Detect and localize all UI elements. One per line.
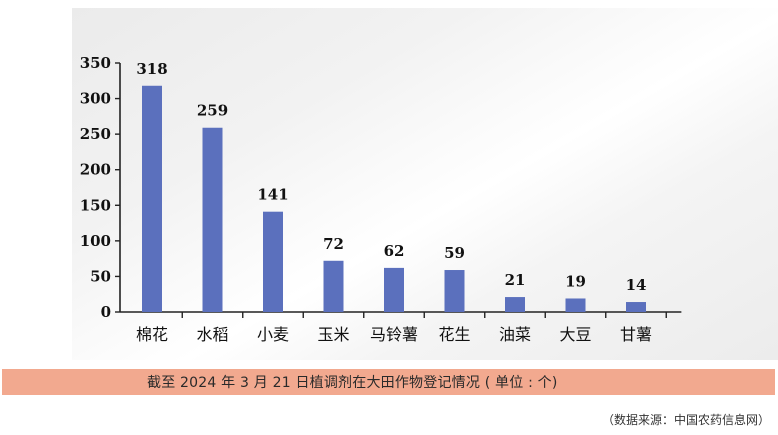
y-tick-label: 200 bbox=[80, 161, 111, 179]
category-label: 玉米 bbox=[317, 325, 349, 344]
caption-bar: 截至 2024 年 3 月 21 日植调剂在大田作物登记情况 ( 单位 : 个) bbox=[2, 369, 775, 395]
source-note: （数据来源：中国农药信息网） bbox=[601, 413, 770, 427]
y-tick-label: 100 bbox=[80, 232, 111, 250]
data-label: 19 bbox=[565, 272, 586, 290]
bar bbox=[142, 85, 162, 312]
y-tick-label: 350 bbox=[80, 54, 111, 72]
y-tick-label: 50 bbox=[90, 267, 111, 285]
category-label: 大豆 bbox=[559, 325, 591, 344]
category-label: 棉花 bbox=[136, 325, 168, 344]
bar bbox=[323, 260, 344, 312]
y-tick-label: 0 bbox=[101, 303, 111, 321]
category-label: 油菜 bbox=[499, 325, 531, 344]
category-label: 甘薯 bbox=[620, 325, 652, 344]
bar bbox=[202, 127, 223, 313]
bar bbox=[565, 298, 586, 312]
data-label: 14 bbox=[626, 276, 647, 294]
category-label: 马铃薯 bbox=[370, 325, 418, 344]
y-tick-label: 150 bbox=[80, 196, 111, 214]
category-label: 水稻 bbox=[196, 325, 228, 344]
data-label: 21 bbox=[505, 271, 526, 289]
data-label: 318 bbox=[136, 60, 167, 78]
bar bbox=[626, 302, 646, 312]
bar-chart: 0 50 100 150 200 250 300 350 318 棉花 259 水稻 141 小麦 72 玉米… bbox=[80, 54, 682, 344]
category-label: 花生 bbox=[438, 325, 470, 344]
data-label: 59 bbox=[444, 244, 465, 262]
y-tick-label: 250 bbox=[80, 125, 111, 143]
data-label: 259 bbox=[197, 102, 228, 120]
data-label: 72 bbox=[323, 235, 344, 253]
bar bbox=[505, 297, 525, 312]
data-label: 62 bbox=[384, 242, 405, 260]
bar bbox=[263, 211, 283, 312]
y-tick-label: 300 bbox=[80, 90, 111, 108]
data-label: 141 bbox=[257, 186, 288, 204]
bar bbox=[384, 267, 404, 312]
category-label: 小麦 bbox=[257, 325, 289, 344]
chart-caption: 截至 2024 年 3 月 21 日植调剂在大田作物登记情况 ( 单位 : 个) bbox=[147, 375, 558, 391]
chart-panel: 0 50 100 150 200 250 300 350 318 棉花 259 水稻 141 小麦 72 玉米… bbox=[72, 8, 778, 360]
bar bbox=[444, 270, 465, 312]
